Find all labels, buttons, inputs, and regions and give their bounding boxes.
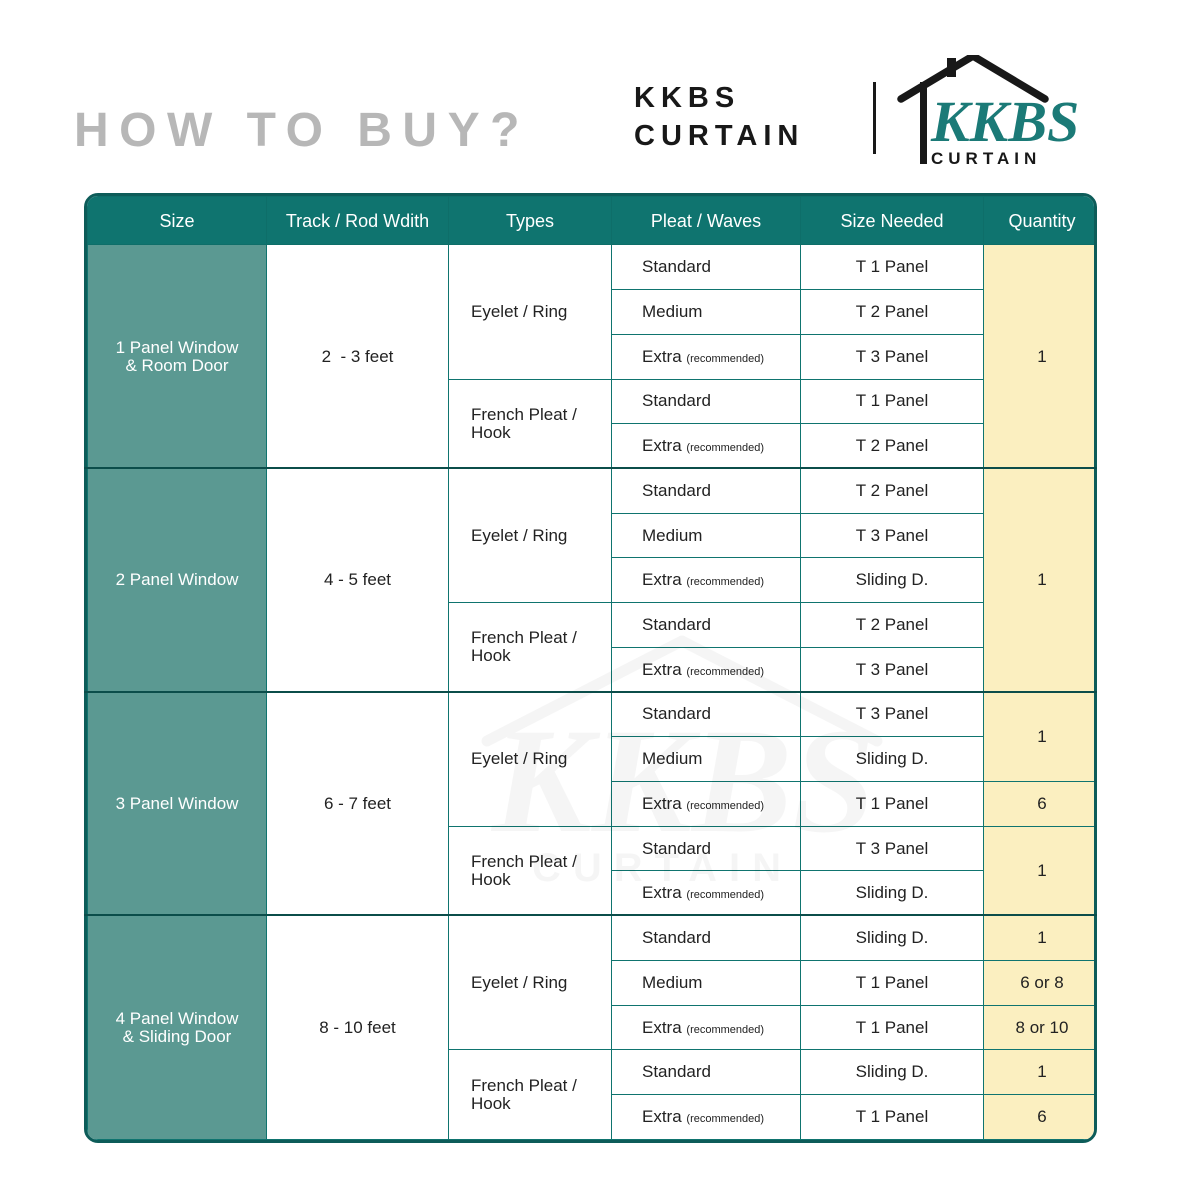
svg-text:KKBS: KKBS <box>930 89 1079 154</box>
svg-text:CURTAIN: CURTAIN <box>931 149 1041 168</box>
